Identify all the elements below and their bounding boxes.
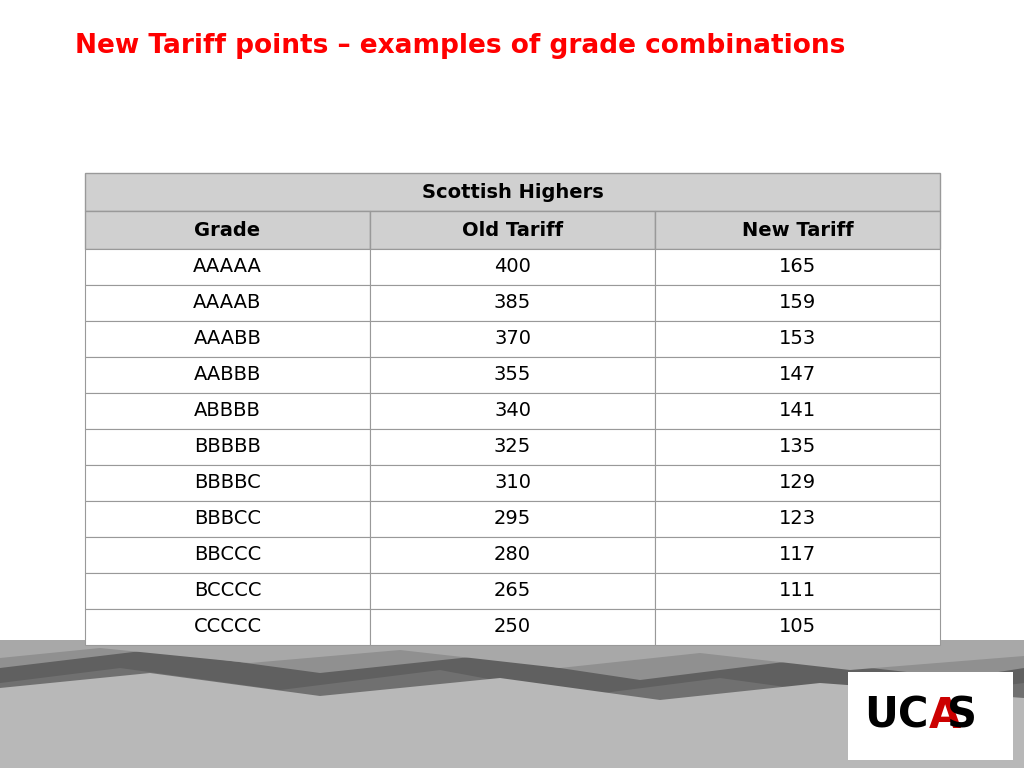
Bar: [370, 285, 655, 321]
Text: UC: UC: [864, 695, 929, 737]
Text: 135: 135: [779, 438, 816, 456]
Text: 400: 400: [494, 257, 530, 276]
Text: ABBBB: ABBBB: [195, 402, 261, 421]
Bar: [370, 393, 655, 429]
Text: Scottish Highers: Scottish Highers: [422, 183, 603, 201]
Text: Grade: Grade: [195, 220, 260, 240]
Bar: [370, 357, 655, 393]
Bar: [655, 429, 940, 465]
Bar: [85, 609, 370, 645]
Text: New Tariff: New Tariff: [741, 220, 853, 240]
Bar: [85, 465, 370, 501]
Bar: [85, 573, 370, 609]
Bar: [370, 501, 655, 537]
Polygon shape: [0, 640, 1024, 680]
Bar: [85, 357, 370, 393]
Text: 165: 165: [779, 257, 816, 276]
Bar: [655, 573, 940, 609]
Bar: [370, 537, 655, 573]
Bar: [370, 249, 655, 285]
Bar: [655, 501, 940, 537]
Text: 310: 310: [494, 474, 531, 492]
Bar: [655, 465, 940, 501]
Bar: [655, 357, 940, 393]
Bar: [848, 672, 1013, 760]
Polygon shape: [0, 640, 1024, 670]
Text: BBCCC: BBCCC: [194, 545, 261, 564]
Text: 153: 153: [779, 329, 816, 349]
Polygon shape: [0, 640, 1024, 768]
Text: BCCCC: BCCCC: [194, 581, 261, 601]
Text: 147: 147: [779, 366, 816, 385]
Bar: [655, 249, 940, 285]
Bar: [85, 211, 370, 249]
Bar: [655, 609, 940, 645]
Text: 265: 265: [494, 581, 531, 601]
Bar: [370, 211, 655, 249]
Text: A: A: [929, 695, 961, 737]
Text: BBBCC: BBBCC: [194, 509, 261, 528]
Text: BBBBC: BBBBC: [195, 474, 261, 492]
Text: 129: 129: [779, 474, 816, 492]
Bar: [370, 321, 655, 357]
Text: S: S: [947, 695, 978, 737]
Text: 105: 105: [779, 617, 816, 637]
Text: 123: 123: [779, 509, 816, 528]
Text: AABBB: AABBB: [194, 366, 261, 385]
Text: 325: 325: [494, 438, 531, 456]
Text: 159: 159: [779, 293, 816, 313]
Bar: [655, 285, 940, 321]
Text: AAAAB: AAAAB: [194, 293, 262, 313]
Bar: [85, 393, 370, 429]
Text: BBBBB: BBBBB: [195, 438, 261, 456]
Text: 117: 117: [779, 545, 816, 564]
Polygon shape: [0, 673, 1024, 768]
Text: 111: 111: [779, 581, 816, 601]
Text: 295: 295: [494, 509, 531, 528]
Text: AAAAA: AAAAA: [194, 257, 262, 276]
Text: New Tariff points – examples of grade combinations: New Tariff points – examples of grade co…: [75, 33, 846, 59]
Text: Old Tariff: Old Tariff: [462, 220, 563, 240]
Text: 141: 141: [779, 402, 816, 421]
Bar: [655, 321, 940, 357]
Bar: [85, 173, 940, 211]
Text: CCCCC: CCCCC: [194, 617, 261, 637]
Bar: [370, 465, 655, 501]
Bar: [655, 393, 940, 429]
Bar: [655, 537, 940, 573]
Text: 250: 250: [494, 617, 531, 637]
Bar: [85, 501, 370, 537]
Text: 385: 385: [494, 293, 531, 313]
Bar: [85, 429, 370, 465]
Text: AAABB: AAABB: [194, 329, 261, 349]
Bar: [85, 249, 370, 285]
Text: 355: 355: [494, 366, 531, 385]
Text: 370: 370: [494, 329, 531, 349]
Bar: [85, 285, 370, 321]
Bar: [370, 573, 655, 609]
Text: 280: 280: [494, 545, 531, 564]
Polygon shape: [0, 640, 1024, 700]
Bar: [85, 321, 370, 357]
Bar: [370, 609, 655, 645]
Bar: [85, 537, 370, 573]
Bar: [655, 211, 940, 249]
Bar: [370, 429, 655, 465]
Text: 340: 340: [494, 402, 531, 421]
